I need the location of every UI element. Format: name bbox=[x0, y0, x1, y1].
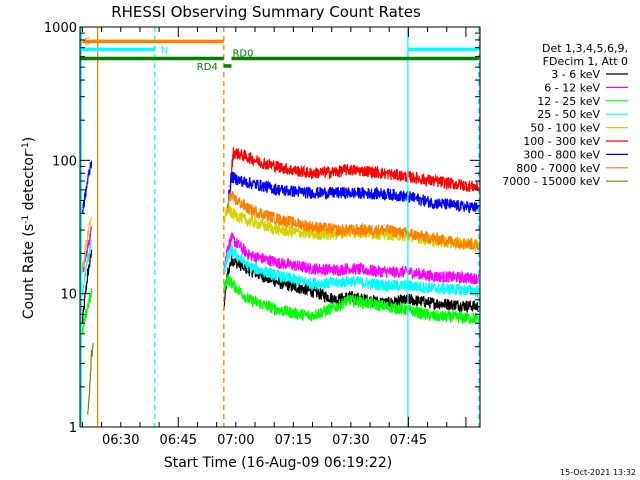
chart-title: RHESSI Observing Summary Count Rates bbox=[111, 3, 421, 21]
series-line-6 bbox=[81, 160, 480, 214]
legend-label-0: 3 - 6 keV bbox=[551, 68, 600, 81]
y-tick-label-2: 100 bbox=[52, 154, 77, 169]
legend-label-3: 25 - 50 keV bbox=[537, 108, 600, 121]
series-layer bbox=[81, 147, 480, 415]
y-tick-label-3: 1000 bbox=[44, 21, 77, 36]
x-tick-label-3: 07:15 bbox=[275, 433, 312, 448]
legend-label-2: 12 - 25 keV bbox=[537, 95, 600, 108]
series-line-2 bbox=[81, 274, 480, 335]
y-axis-label-exponent-1: -1 bbox=[21, 215, 31, 224]
series-line-7 bbox=[227, 190, 480, 251]
legend-label-7: 800 - 7000 keV bbox=[516, 162, 600, 175]
x-tick-label-4: 07:30 bbox=[332, 433, 369, 448]
y-tick-label-0: 1 bbox=[69, 421, 77, 436]
y-axis-label-exponent-2: -1 bbox=[21, 142, 31, 151]
y-axis-label: Count Rate (s-1 detector-1) bbox=[21, 137, 37, 319]
annotation-label-5: RD4 bbox=[197, 62, 218, 73]
series-line-5 bbox=[229, 147, 480, 192]
series-line-4 bbox=[81, 202, 480, 273]
legend-label-4: 50 - 100 keV bbox=[530, 122, 600, 135]
y-axis-label-part-a: Count Rate (s bbox=[21, 224, 37, 319]
annotation-label-6: RD0 bbox=[232, 49, 253, 60]
y-tick-label-1: 10 bbox=[60, 288, 77, 303]
legend-label-5: 100 - 300 keV bbox=[523, 135, 600, 148]
annotation-label-0: S bbox=[84, 36, 90, 47]
y-axis-label-part-c: ) bbox=[21, 137, 37, 142]
x-tick-label-0: 06:30 bbox=[102, 433, 139, 448]
footer-date: 15-Oct-2021 13:32 bbox=[560, 468, 636, 477]
x-axis-label: Start Time (16-Aug-09 06:19:22) bbox=[164, 455, 392, 471]
series-line-3 bbox=[81, 238, 480, 298]
legend: Det 1,3,4,5,6,9, FDecim 1, Att 0 3 - 6 k… bbox=[502, 42, 628, 188]
legend-label-8: 7000 - 15000 keV bbox=[502, 175, 600, 188]
series-line-1 bbox=[81, 226, 480, 285]
x-tick-label-1: 06:45 bbox=[160, 433, 197, 448]
x-tick-label-2: 07:00 bbox=[217, 433, 254, 448]
axes-layer: 1 10 100 1000 06:30 06:45 07:00 07:15 07:30 07:45 bbox=[44, 21, 481, 448]
legend-header-decimation: FDecim 1, Att 0 bbox=[543, 55, 628, 68]
y-axis-label-part-b: detector bbox=[21, 151, 37, 215]
series-line-8 bbox=[87, 342, 94, 415]
annotation-label-1: N bbox=[161, 45, 168, 56]
legend-label-1: 6 - 12 keV bbox=[544, 81, 600, 94]
legend-header-detectors: Det 1,3,4,5,6,9, bbox=[542, 42, 628, 55]
legend-label-6: 300 - 800 keV bbox=[523, 148, 600, 161]
plot-frame bbox=[79, 26, 481, 428]
annotation-layer: S N RD4 RD0 bbox=[80, 27, 480, 427]
x-tick-label-5: 07:45 bbox=[390, 433, 427, 448]
